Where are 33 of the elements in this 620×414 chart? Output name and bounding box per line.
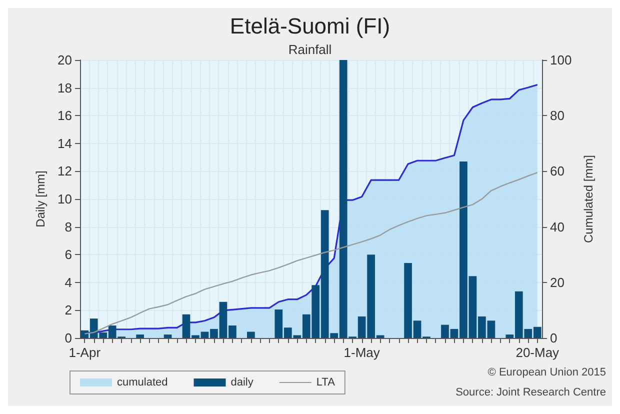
y2-tick-label: 60 bbox=[550, 164, 564, 179]
legend-label: LTA bbox=[316, 376, 336, 388]
bar bbox=[247, 332, 255, 338]
legend-label: daily bbox=[230, 376, 254, 388]
y-tick-label: 12 bbox=[58, 164, 72, 179]
y-tick-label: 2 bbox=[64, 302, 72, 318]
y-tick-label: 0 bbox=[64, 330, 72, 346]
legend-label: cumulated bbox=[117, 376, 168, 388]
chart-subtitle: Rainfall bbox=[288, 42, 332, 57]
text: © European Union 2015 bbox=[488, 366, 606, 378]
y2-tick-label: 0 bbox=[550, 330, 558, 346]
y-axis-title: Daily [mm] bbox=[34, 170, 48, 228]
y2-tick-label: 20 bbox=[550, 274, 564, 290]
y-tick-label: 16 bbox=[58, 108, 72, 124]
y-tick-label: 10 bbox=[58, 192, 72, 206]
source-note: Source: Joint Research Centre bbox=[456, 386, 606, 398]
y2-tick-label: 80 bbox=[550, 108, 564, 124]
chart-title: Etelä-Suomi (FI) bbox=[230, 14, 390, 38]
y2-axis-title: Cumulated [mm] bbox=[582, 154, 596, 244]
y-tick-label: 6 bbox=[64, 247, 72, 262]
x-tick-label: 1-Apr bbox=[68, 345, 102, 360]
y-tick-label: 4 bbox=[64, 274, 72, 290]
x-tick-label: 20-May bbox=[516, 345, 560, 360]
y-tick-label: 8 bbox=[64, 219, 72, 234]
bar bbox=[136, 334, 144, 338]
y-tick-label: 20 bbox=[58, 52, 72, 68]
y2-tick-label: 40 bbox=[550, 219, 564, 234]
bar bbox=[164, 334, 172, 338]
line-series bbox=[84, 172, 538, 334]
y-tick-label: 14 bbox=[58, 136, 72, 151]
y2-tick-label: 100 bbox=[550, 52, 572, 68]
y-tick-label: 18 bbox=[58, 80, 72, 96]
x-tick-label: 1-May bbox=[344, 345, 380, 360]
